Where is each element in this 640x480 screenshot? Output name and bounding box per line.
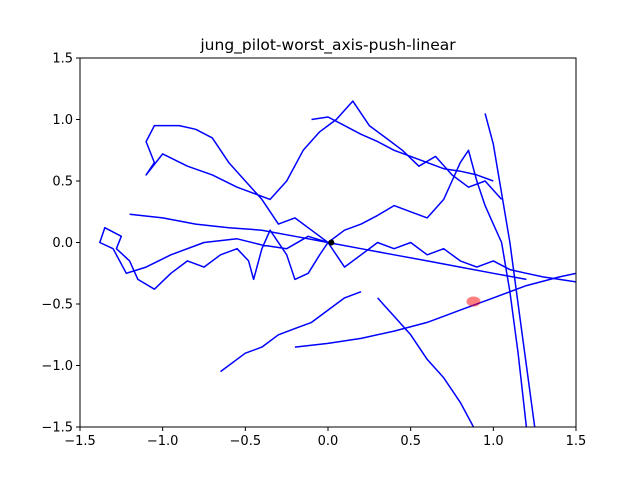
series-layer <box>99 100 576 427</box>
marker-layer <box>328 239 481 307</box>
trajectory-line-0 <box>99 226 576 290</box>
x-tick-label: 1.5 <box>566 434 587 449</box>
trajectory-line-1 <box>145 100 503 244</box>
y-tick-label: −1.5 <box>41 421 73 436</box>
start-marker <box>328 239 335 246</box>
x-axis: −1.5 −1.0 −0.5 0.0 0.5 1.0 1.5 <box>64 427 586 449</box>
y-tick-label: −0.5 <box>41 298 73 313</box>
trajectory-line-6 <box>294 272 576 348</box>
x-tick-label: −1.0 <box>147 434 179 449</box>
trajectory-line-4 <box>220 290 362 373</box>
chart-title: jung_pilot-worst_axis-push-linear <box>199 36 456 55</box>
x-tick-label: −0.5 <box>230 434 262 449</box>
trajectory-line-5 <box>377 297 475 427</box>
y-tick-label: 0.5 <box>52 175 73 190</box>
x-tick-label: 0.5 <box>400 434 421 449</box>
y-tick-label: 1.5 <box>52 52 73 67</box>
y-tick-label: 0.0 <box>52 236 73 251</box>
y-axis: −1.5 −1.0 −0.5 0.0 0.5 1.0 1.5 <box>41 52 80 436</box>
x-tick-label: −1.5 <box>64 434 96 449</box>
x-tick-label: 0.0 <box>318 434 339 449</box>
trajectory-line-7 <box>484 113 536 427</box>
trajectory-line-3 <box>129 213 527 281</box>
goal-marker <box>466 296 481 307</box>
y-tick-label: −1.0 <box>41 359 73 374</box>
trajectory-line-8 <box>311 116 494 182</box>
trajectory-line-2 <box>327 149 528 427</box>
y-tick-label: 1.0 <box>52 113 73 128</box>
x-tick-label: 1.0 <box>483 434 504 449</box>
